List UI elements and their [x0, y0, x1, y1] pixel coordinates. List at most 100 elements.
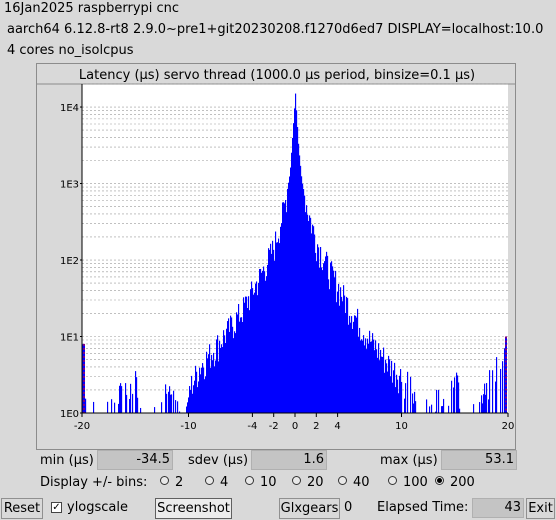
latency-histogram-plot: Latency (µs) servo thread (1000.0 µs per…: [36, 63, 516, 450]
screenshot-button[interactable]: Screenshot: [155, 498, 232, 519]
histogram-bar: [358, 336, 360, 413]
histogram-bar: [327, 255, 329, 413]
radio-icon[interactable]: [388, 476, 397, 485]
histogram-bar: [312, 224, 314, 413]
histogram-bar: [118, 403, 120, 413]
histogram-bar: [492, 370, 494, 413]
histogram-bar: [222, 347, 224, 413]
histogram-bar: [284, 203, 286, 413]
histogram-bar: [239, 321, 241, 413]
radio-icon[interactable]: [435, 476, 444, 485]
histogram-bar: [256, 281, 258, 413]
histogram-bar: [270, 243, 272, 413]
glxgears-button[interactable]: Glxgears: [279, 498, 340, 519]
bins-option-100[interactable]: 100: [388, 475, 428, 490]
histogram-bar: [255, 283, 257, 413]
bins-option-label: 20: [307, 475, 324, 490]
histogram-bar: [177, 401, 179, 413]
radio-icon[interactable]: [338, 476, 347, 485]
bins-option-2[interactable]: 2: [160, 475, 183, 490]
histogram-bar: [365, 338, 367, 413]
histogram-bar: [191, 375, 193, 413]
histogram-bar: [186, 406, 188, 413]
histogram-bar: [137, 397, 139, 413]
histogram-bar: [352, 328, 354, 413]
histogram-bar: [93, 401, 95, 413]
histogram-bar: [392, 382, 394, 413]
histogram-bar: [287, 188, 289, 413]
bins-option-4[interactable]: 4: [205, 475, 228, 490]
histogram-bar: [379, 360, 381, 413]
histogram-bar: [107, 401, 109, 413]
min-value: -34.5: [97, 450, 173, 470]
radio-icon[interactable]: [160, 476, 169, 485]
histogram-bar: [219, 340, 221, 413]
histogram-bar: [234, 331, 236, 413]
histogram-bar: [311, 233, 313, 413]
histogram-bar: [347, 298, 349, 413]
histogram-bar: [415, 401, 417, 413]
sdev-label: sdev (µs): [188, 453, 249, 468]
histogram-bar: [302, 183, 304, 413]
histogram-bar: [337, 291, 339, 413]
histogram-bar: [384, 372, 386, 413]
y-tick-label: 1E2: [60, 256, 79, 267]
histogram-bar: [375, 340, 377, 413]
histogram-bar: [414, 391, 416, 413]
exit-button[interactable]: Exit: [526, 498, 555, 519]
histogram-bar: [500, 368, 502, 413]
histogram-bar: [224, 335, 226, 413]
bins-option-200[interactable]: 200: [435, 475, 475, 490]
histogram-bar: [237, 314, 239, 413]
histogram-bar: [228, 318, 230, 413]
histogram-bar: [268, 248, 270, 413]
histogram-bar: [277, 242, 279, 413]
histogram-bar: [218, 361, 220, 413]
bins-option-40[interactable]: 40: [338, 475, 370, 490]
histogram-bar: [459, 408, 461, 413]
histogram-bar: [166, 393, 168, 413]
radio-icon[interactable]: [292, 476, 301, 485]
bins-option-20[interactable]: 20: [292, 475, 324, 490]
x-tick-label: 10: [395, 421, 408, 432]
histogram-bar: [293, 123, 295, 413]
histogram-bar: [388, 355, 390, 413]
bins-selector: Display +/- bins: 2 4 10 20 40 100 200: [40, 475, 475, 490]
radio-icon[interactable]: [245, 476, 254, 485]
histogram-bar: [473, 404, 475, 413]
histogram-bar: [193, 385, 195, 413]
bins-option-10[interactable]: 10: [245, 475, 277, 490]
histogram-bar: [442, 406, 444, 413]
reset-button[interactable]: Reset: [1, 498, 43, 519]
histogram-bar: [382, 356, 384, 413]
y-tick-label: 1E1: [60, 333, 79, 344]
header-line-2: aarch64 6.12.8-rt8 2.9.0~pre1+git2023020…: [7, 22, 544, 37]
histogram-bar: [190, 390, 192, 413]
histogram-bar: [385, 359, 387, 413]
histogram-bar: [245, 296, 247, 413]
radio-icon[interactable]: [205, 476, 214, 485]
header-line-3: 4 cores no_isolcpus: [7, 43, 134, 58]
histogram-bar: [161, 402, 163, 413]
histogram-bar: [260, 268, 262, 413]
histogram-bar: [258, 282, 260, 413]
histogram-bar: [400, 369, 402, 413]
histogram-bar: [225, 342, 227, 413]
histogram-bar: [202, 363, 204, 413]
ylogscale-checkbox[interactable]: ✓: [51, 502, 62, 513]
histogram-bar: [486, 383, 488, 413]
histogram-bar: [300, 165, 302, 413]
histogram-bar: [211, 354, 213, 413]
elapsed-label: Elapsed Time:: [377, 500, 469, 515]
histogram-bar: [481, 395, 483, 413]
min-label: min (µs): [40, 453, 94, 468]
histogram-bar: [271, 253, 273, 413]
histogram-bar: [231, 317, 233, 413]
histogram-bar: [405, 383, 407, 413]
histogram-bar: [344, 295, 346, 413]
bins-option-label: 40: [353, 475, 370, 490]
histogram-bar: [283, 202, 285, 413]
histogram-bar: [376, 349, 378, 413]
x-tick-label: 2: [313, 421, 319, 432]
histogram-bar: [429, 406, 431, 413]
